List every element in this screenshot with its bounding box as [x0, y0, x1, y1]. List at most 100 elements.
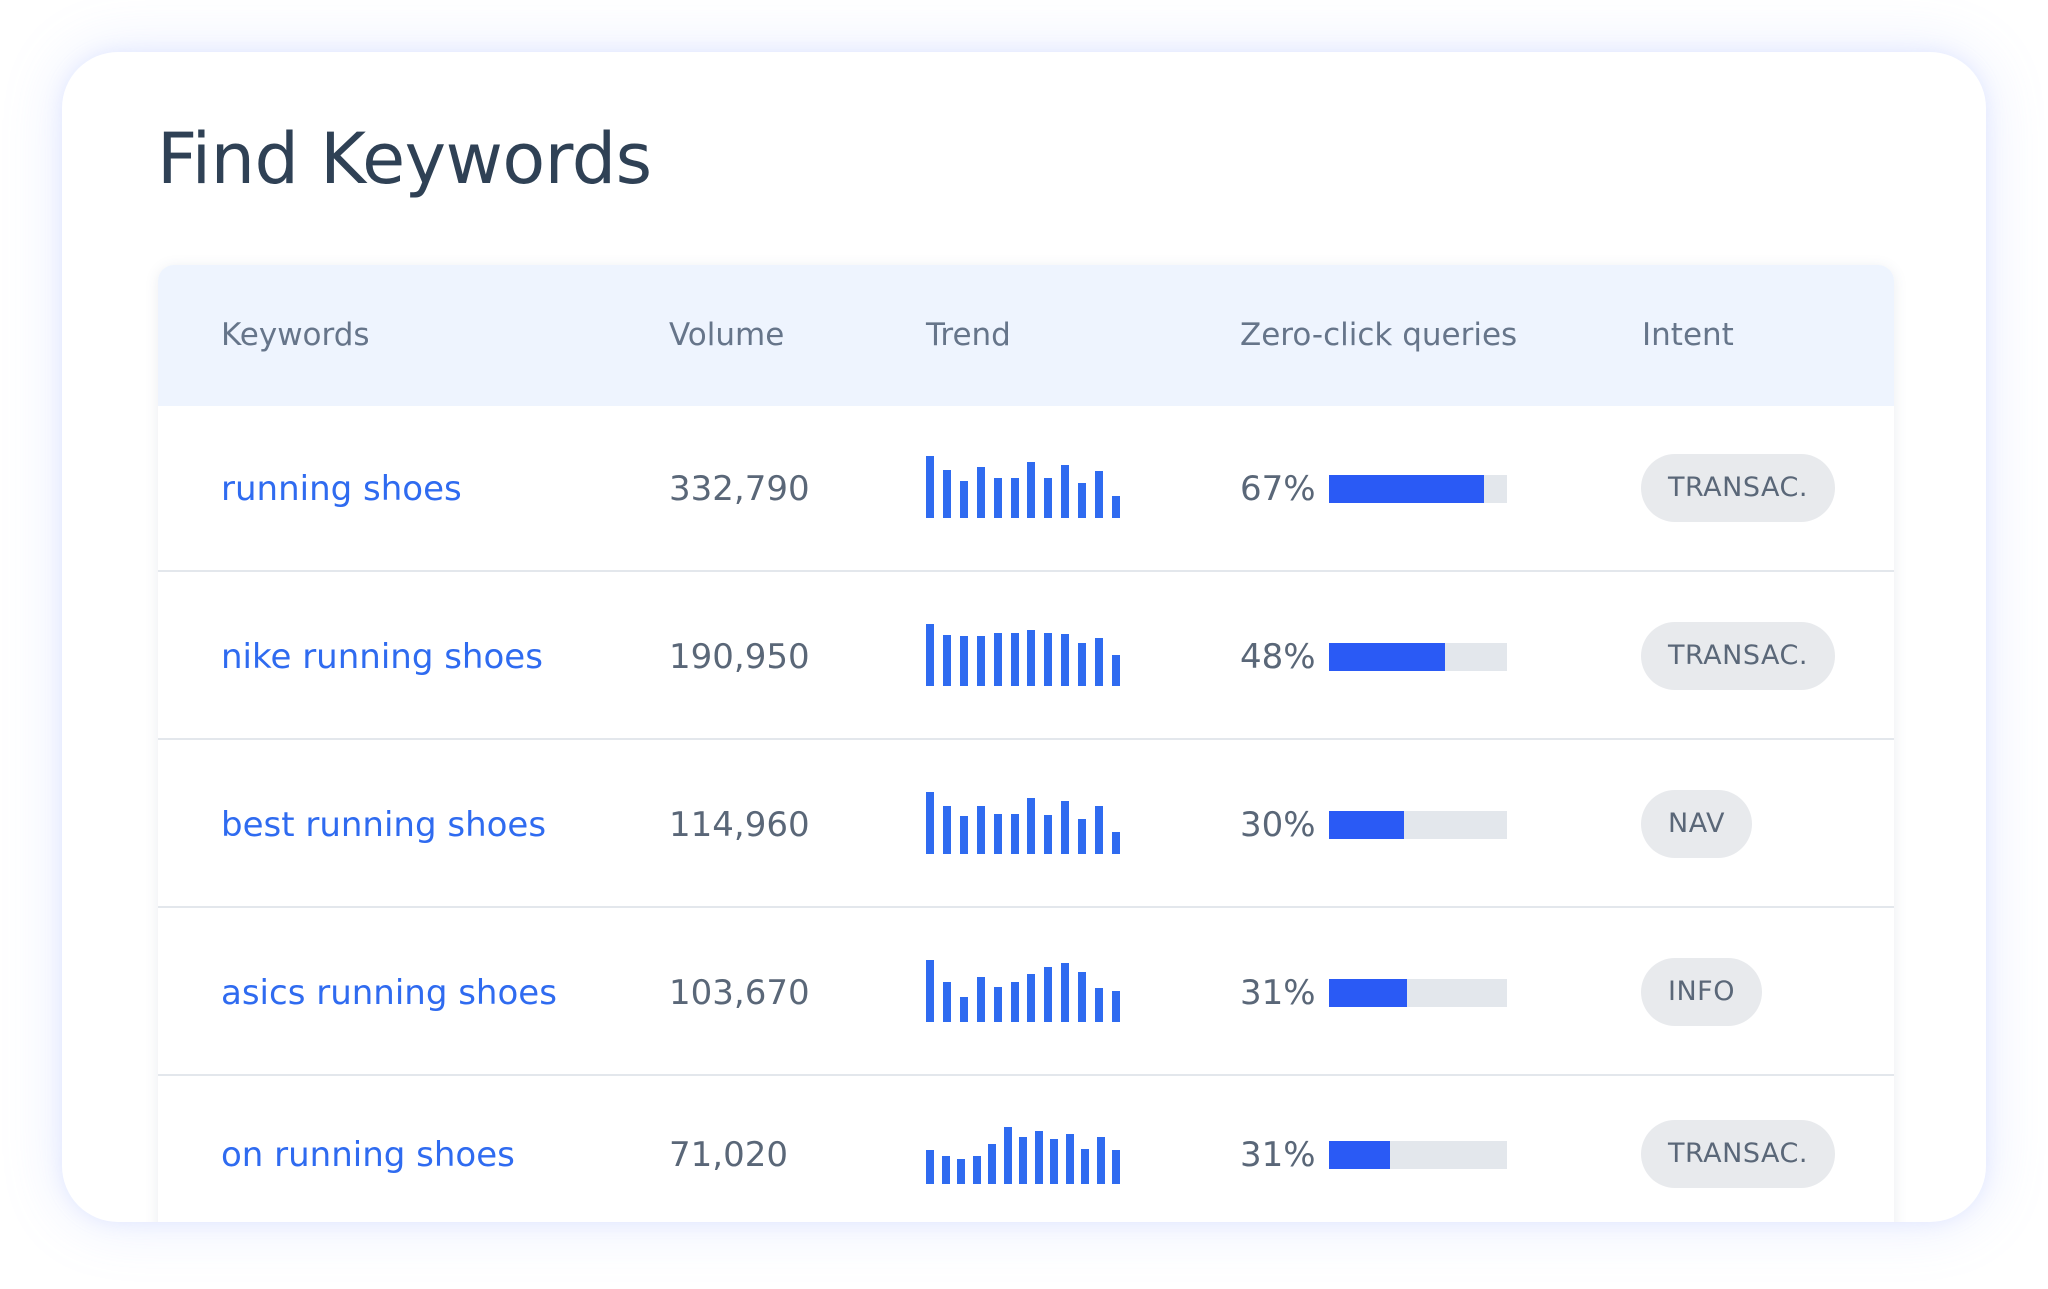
trend-bar [1027, 630, 1035, 686]
trend-bar [994, 633, 1002, 686]
table-row: on running shoes 71,020 31% TRANSAC. [158, 1078, 1894, 1222]
trend-bar [1061, 634, 1069, 686]
keyword-link[interactable]: best running shoes [221, 805, 547, 845]
trend-sparkline [926, 456, 1120, 518]
trend-bar [1061, 465, 1069, 518]
table-row: nike running shoes 190,950 48% TRANSAC. [158, 574, 1894, 740]
trend-bar [1004, 1127, 1012, 1184]
intent-badge: INFO [1641, 958, 1762, 1026]
zero-click-percent: 30% [1240, 805, 1316, 845]
keyword-card: Find Keywords Keywords Volume Trend Zero… [62, 52, 1986, 1222]
trend-bar [1019, 1137, 1027, 1184]
trend-bar [977, 636, 985, 686]
header-keywords[interactable]: Keywords [221, 317, 370, 353]
trend-bar [994, 478, 1002, 518]
trend-bar [1112, 832, 1120, 854]
trend-bar [1061, 963, 1069, 1022]
trend-bar [977, 977, 985, 1022]
zero-click-bar [1329, 475, 1507, 503]
trend-sparkline [926, 960, 1120, 1022]
trend-bar [988, 1144, 996, 1184]
trend-bar [943, 806, 951, 854]
trend-bar [943, 470, 951, 518]
header-volume[interactable]: Volume [669, 317, 785, 353]
trend-bar [1035, 1131, 1043, 1184]
table-header: Keywords Volume Trend Zero-click queries… [158, 265, 1894, 406]
trend-bar [926, 960, 934, 1022]
intent-badge: TRANSAC. [1641, 622, 1835, 690]
trend-bar [1066, 1134, 1074, 1184]
keyword-link[interactable]: nike running shoes [221, 637, 543, 677]
trend-bar [1112, 655, 1120, 686]
trend-bar [926, 1150, 934, 1184]
zero-click-bar-fill [1329, 811, 1404, 839]
volume-value: 190,950 [669, 637, 810, 677]
trend-bar [1027, 974, 1035, 1022]
header-zero-click[interactable]: Zero-click queries [1240, 317, 1518, 353]
volume-value: 71,020 [669, 1135, 788, 1175]
trend-bar [960, 481, 968, 518]
zero-click-bar [1329, 811, 1507, 839]
trend-bar [973, 1156, 981, 1184]
trend-bar [1044, 478, 1052, 518]
zero-click-percent: 48% [1240, 637, 1316, 677]
trend-bar [1078, 972, 1086, 1022]
trend-bar [977, 467, 985, 518]
trend-bar [1044, 815, 1052, 854]
keywords-table: Keywords Volume Trend Zero-click queries… [158, 265, 1894, 1222]
zero-click-bar [1329, 643, 1507, 671]
trend-bar [1095, 806, 1103, 854]
keyword-link[interactable]: on running shoes [221, 1135, 515, 1175]
trend-bar [1078, 643, 1086, 686]
trend-bar [1095, 988, 1103, 1022]
zero-click-bar-fill [1329, 979, 1408, 1007]
intent-badge: TRANSAC. [1641, 454, 1835, 522]
page-title: Find Keywords [157, 118, 652, 200]
table-row: asics running shoes 103,670 31% INFO [158, 910, 1894, 1076]
trend-bar [926, 792, 934, 854]
trend-bar [1011, 982, 1019, 1022]
trend-bar [943, 982, 951, 1022]
trend-bar [1095, 638, 1103, 686]
trend-bar [1061, 801, 1069, 854]
trend-sparkline [926, 624, 1120, 686]
table-row: running shoes 332,790 67% TRANSAC. [158, 406, 1894, 572]
zero-click-bar-fill [1329, 643, 1445, 671]
volume-value: 114,960 [669, 805, 810, 845]
zero-click-bar [1329, 1141, 1507, 1169]
trend-bar [1011, 814, 1019, 854]
trend-bar [977, 806, 985, 854]
trend-sparkline [926, 792, 1120, 854]
zero-click-percent: 31% [1240, 1135, 1316, 1175]
zero-click-percent: 31% [1240, 973, 1316, 1013]
zero-click-bar [1329, 979, 1507, 1007]
zero-click-bar-fill [1329, 1141, 1390, 1169]
trend-bar [960, 636, 968, 686]
trend-bar [1081, 1149, 1089, 1184]
trend-bar [1011, 478, 1019, 518]
header-intent[interactable]: Intent [1642, 317, 1734, 353]
trend-bar [1078, 819, 1086, 854]
trend-bar [994, 987, 1002, 1022]
trend-bar [957, 1159, 965, 1184]
trend-bar [1044, 633, 1052, 686]
trend-bar [1078, 483, 1086, 518]
trend-bar [1044, 967, 1052, 1022]
volume-value: 332,790 [669, 469, 810, 509]
volume-value: 103,670 [669, 973, 810, 1013]
trend-sparkline [926, 1122, 1120, 1184]
header-trend[interactable]: Trend [926, 317, 1011, 353]
zero-click-percent: 67% [1240, 469, 1316, 509]
trend-bar [1112, 1150, 1120, 1184]
keyword-link[interactable]: asics running shoes [221, 973, 557, 1013]
intent-badge: TRANSAC. [1641, 1120, 1835, 1188]
zero-click-bar-fill [1329, 475, 1484, 503]
keyword-link[interactable]: running shoes [221, 469, 462, 509]
trend-bar [926, 456, 934, 518]
trend-bar [1027, 462, 1035, 518]
trend-bar [1050, 1139, 1058, 1184]
trend-bar [926, 624, 934, 686]
trend-bar [942, 1156, 950, 1184]
trend-bar [994, 814, 1002, 854]
trend-bar [943, 635, 951, 686]
